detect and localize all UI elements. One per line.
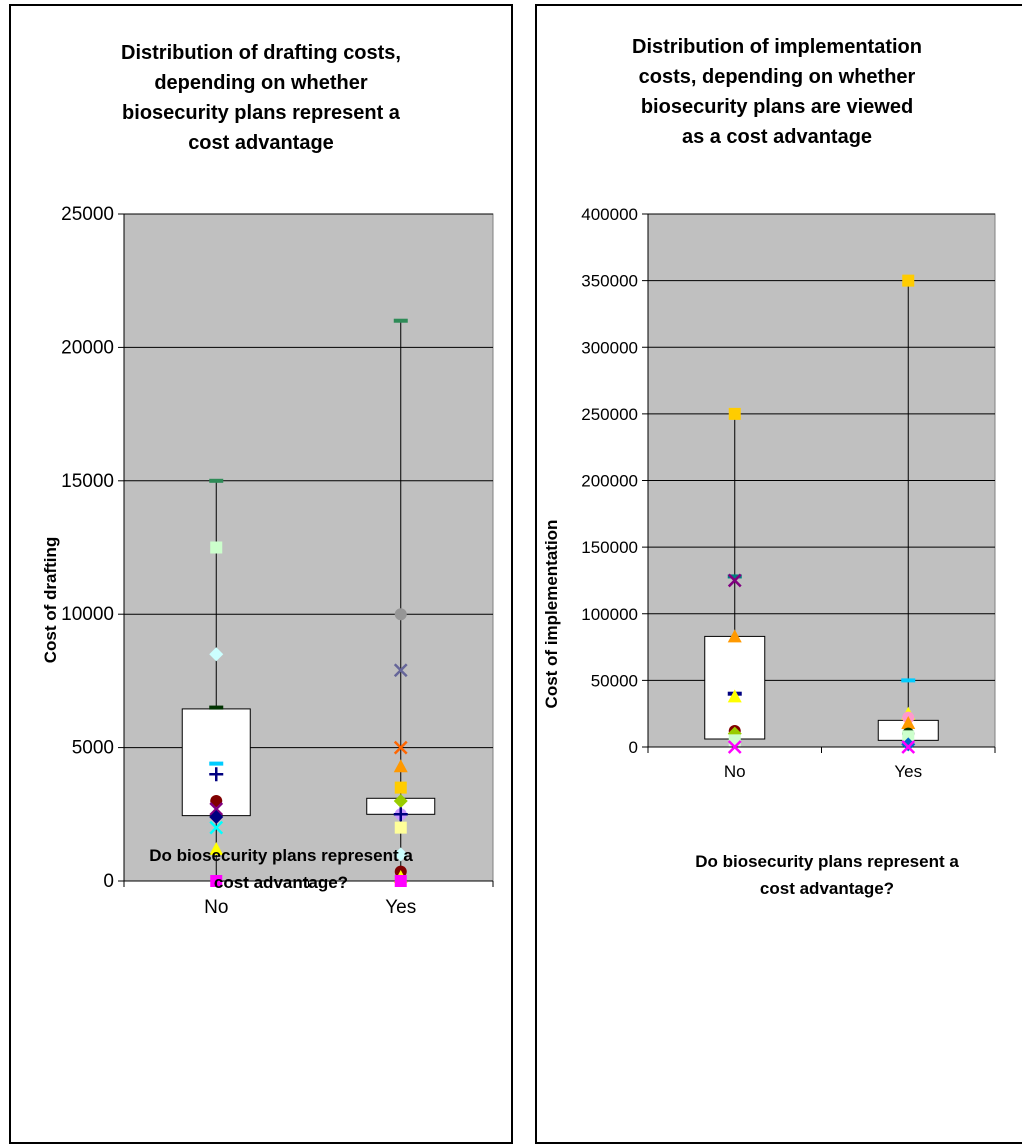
data-point-dash: [901, 678, 916, 683]
y-tick-label: 25000: [61, 204, 114, 225]
data-point-square: [902, 274, 915, 287]
data-point-dash: [209, 761, 224, 766]
data-point-triangle: [727, 629, 742, 643]
y-tick-label: 20000: [61, 337, 114, 358]
plot-area: [123, 213, 494, 882]
x-tick-label: Yes: [894, 762, 922, 781]
data-point-dash: [209, 478, 224, 483]
data-point-square: [210, 875, 223, 887]
implementation-cost-chart: 0 50000 100000 150000 200000 250000 300000 3500…: [581, 205, 996, 781]
data-point-x: [209, 802, 224, 816]
x-axis-label: Do biosecurity plans represent a cost ad…: [71, 842, 491, 896]
chart-title-line: Distribution of drafting costs,: [121, 42, 401, 64]
y-tick-label: 350000: [581, 272, 638, 291]
data-point-diamond: [209, 647, 224, 662]
data-point-x: [727, 573, 742, 588]
y-tick-label: 0: [103, 871, 114, 892]
data-point-square: [728, 407, 741, 420]
y-tick-label: 100000: [581, 605, 638, 624]
data-point-triangle: [901, 716, 916, 730]
x-tick-label: No: [204, 897, 228, 918]
y-tick-label: 15000: [61, 471, 114, 492]
data-point-diamond: [901, 737, 916, 752]
y-tick-label: 250000: [581, 405, 638, 424]
data-point-square: [394, 781, 407, 794]
chart-title-line: biosecurity plans are viewed: [640, 96, 914, 118]
y-tick-label: 10000: [61, 604, 114, 625]
x-tick-label: Yes: [385, 897, 416, 918]
data-point-plus: [393, 807, 408, 822]
data-point-diamond: [393, 793, 408, 808]
x-axis-label-line: cost advantage?: [213, 873, 349, 892]
data-point-circle: [394, 608, 407, 621]
chart-title: Distribution of implementation costs, de…: [557, 32, 997, 152]
data-point-square: [902, 730, 915, 743]
box: [704, 635, 766, 740]
y-tick-label: 150000: [581, 538, 638, 557]
data-point-dash: [209, 705, 224, 710]
data-point-diamond: [393, 847, 408, 862]
data-point-square: [394, 875, 407, 887]
data-point-triangle: [393, 759, 408, 773]
data-point-triangle: [727, 689, 742, 703]
data-point-x: [393, 663, 408, 678]
data-point-square: [210, 541, 223, 554]
y-tick-label: 400000: [581, 205, 638, 224]
data-point-x: [209, 820, 224, 835]
data-point-circle: [210, 794, 223, 807]
chart-title-line: depending on whether: [154, 72, 368, 94]
data-point-x: [901, 740, 916, 754]
chart-title-line: as a cost advantage: [681, 126, 873, 148]
data-point-plus: [209, 767, 224, 782]
y-tick-label: 300000: [581, 338, 638, 357]
x-axis-label-line: Do biosecurity plans represent a: [149, 846, 413, 865]
data-point-x: [393, 740, 408, 755]
chart-title-line: cost advantage: [188, 132, 334, 154]
data-point-x: [727, 740, 742, 754]
implementation-cost-panel: Distribution of implementation costs, de…: [535, 4, 1022, 1144]
chart-title: Distribution of drafting costs, dependin…: [41, 38, 481, 158]
chart-title-line: costs, depending on whether: [638, 66, 916, 88]
x-axis-label: Do biosecurity plans represent a cost ad…: [627, 848, 1022, 902]
data-point-dash: [727, 574, 742, 579]
x-tick-label: No: [724, 762, 746, 781]
chart-title-line: Distribution of implementation: [632, 36, 922, 58]
data-point-dash: [393, 318, 408, 323]
y-tick-label: 50000: [591, 671, 638, 690]
data-point-square: [394, 821, 407, 834]
drafting-cost-chart: 0 5000 10000 15000 20000 25000 No Yes: [61, 204, 494, 918]
x-axis-label-line: cost advantage?: [759, 879, 895, 898]
y-tick-label: 200000: [581, 472, 638, 491]
x-axis-label-line: Do biosecurity plans represent a: [695, 852, 959, 871]
data-point-triangle: [209, 841, 224, 855]
y-tick-label: 5000: [72, 738, 114, 759]
chart-title-line: biosecurity plans represent a: [122, 102, 400, 124]
drafting-cost-panel: Distribution of drafting costs, dependin…: [9, 4, 513, 1144]
data-point-diamond: [209, 809, 224, 824]
y-tick-label: 0: [629, 738, 638, 757]
